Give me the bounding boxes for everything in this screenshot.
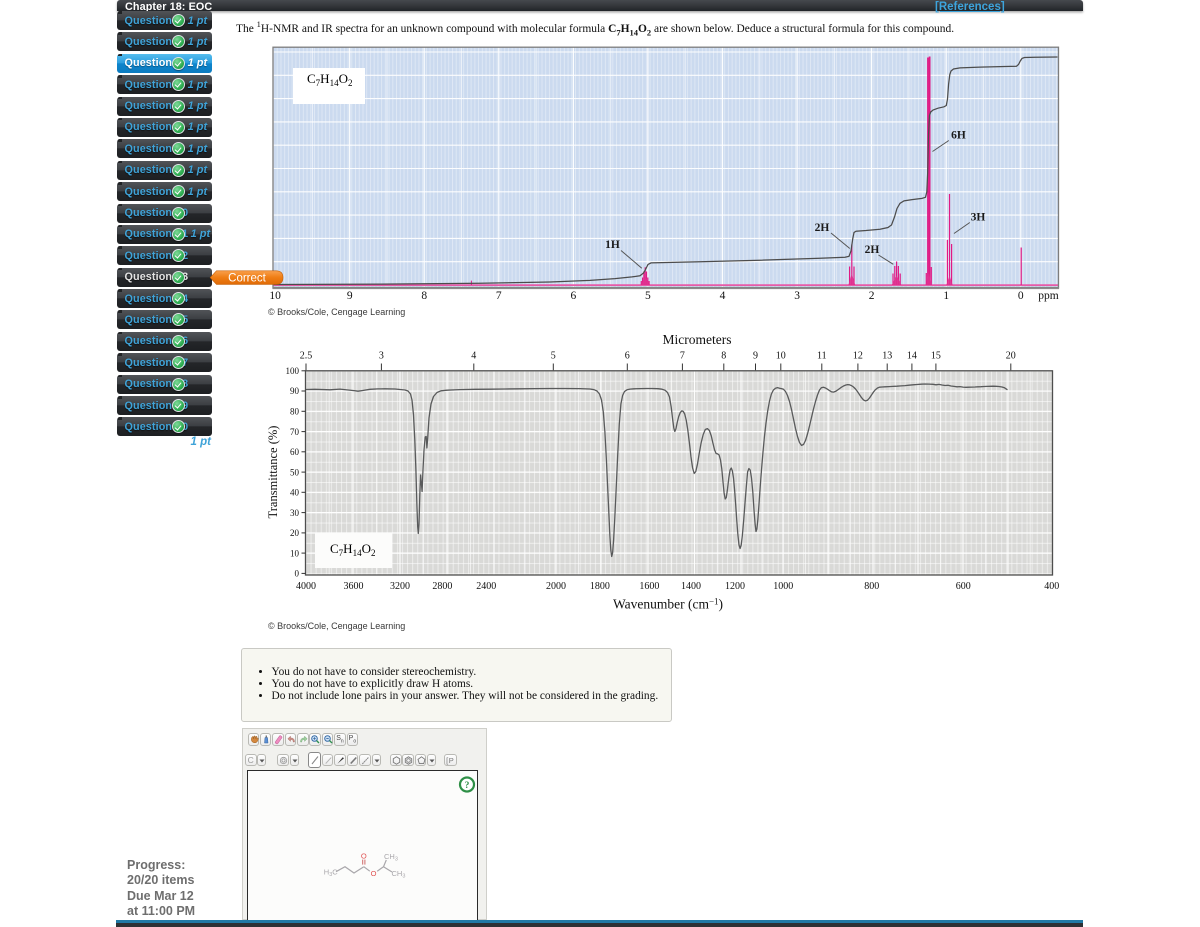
svg-text:3: 3 (379, 351, 384, 362)
svg-text:15: 15 (931, 351, 941, 362)
svg-text:CH3: CH3 (384, 852, 398, 863)
svg-text:2: 2 (869, 290, 875, 302)
svg-text:40: 40 (290, 488, 300, 498)
svg-text:0: 0 (295, 569, 300, 579)
svg-text:6: 6 (625, 351, 630, 362)
svg-text:30: 30 (290, 508, 300, 518)
svg-text:3: 3 (794, 290, 800, 302)
svg-text:Micrometers: Micrometers (663, 332, 732, 347)
svg-text:2400: 2400 (476, 581, 496, 592)
svg-text:1400: 1400 (681, 581, 701, 592)
svg-text:1800: 1800 (590, 581, 610, 592)
svg-text:H3C: H3C (324, 868, 338, 879)
svg-text:90: 90 (290, 386, 300, 396)
svg-text:14: 14 (907, 351, 917, 362)
svg-text:O: O (371, 869, 377, 878)
svg-text:800: 800 (864, 581, 879, 592)
svg-text:1H: 1H (605, 239, 620, 251)
svg-text:2H: 2H (865, 244, 880, 256)
svg-text:4: 4 (720, 290, 726, 302)
svg-text:2.5: 2.5 (300, 351, 313, 362)
svg-text:80: 80 (290, 407, 300, 417)
svg-text:70: 70 (290, 427, 300, 437)
svg-text:2800: 2800 (432, 581, 452, 592)
svg-text:4: 4 (471, 351, 476, 362)
svg-text:6: 6 (571, 290, 577, 302)
svg-text:5: 5 (551, 351, 556, 362)
svg-text:4000: 4000 (296, 581, 316, 592)
svg-text:6H: 6H (951, 130, 966, 142)
svg-text:2H: 2H (815, 222, 830, 234)
svg-text:1200: 1200 (725, 581, 745, 592)
svg-text:12: 12 (853, 351, 863, 362)
svg-text:100: 100 (286, 366, 300, 376)
svg-text:7: 7 (496, 290, 502, 302)
svg-text:10: 10 (290, 548, 300, 558)
svg-text:1000: 1000 (773, 581, 793, 592)
svg-text:?: ? (465, 781, 470, 791)
svg-text:Transmittance (%): Transmittance (%) (266, 426, 280, 519)
svg-text:10: 10 (269, 290, 281, 302)
svg-text:8: 8 (721, 351, 726, 362)
svg-text:3H: 3H (971, 212, 986, 224)
svg-text:50: 50 (290, 467, 300, 477)
svg-text:O: O (361, 852, 367, 861)
svg-text:Correct: Correct (228, 272, 267, 284)
svg-text:1: 1 (943, 290, 949, 302)
svg-text:60: 60 (290, 447, 300, 457)
svg-text:7: 7 (680, 351, 685, 362)
svg-text:20: 20 (290, 528, 300, 538)
svg-text:10: 10 (776, 351, 786, 362)
svg-text:5: 5 (645, 290, 651, 302)
svg-text:9: 9 (753, 351, 758, 362)
svg-text:3200: 3200 (390, 581, 410, 592)
svg-text:2000: 2000 (546, 581, 566, 592)
svg-text:3600: 3600 (344, 581, 364, 592)
svg-text:13: 13 (882, 351, 892, 362)
svg-text:400: 400 (1044, 581, 1059, 592)
svg-text:600: 600 (956, 581, 971, 592)
svg-text:0: 0 (1018, 290, 1024, 302)
svg-text:9: 9 (347, 290, 353, 302)
svg-text:8: 8 (421, 290, 427, 302)
svg-text:1600: 1600 (639, 581, 659, 592)
svg-text:11: 11 (817, 351, 827, 362)
svg-text:20: 20 (1006, 351, 1016, 362)
svg-text:CH3: CH3 (392, 869, 406, 880)
svg-text:ppm: ppm (1038, 290, 1059, 302)
svg-text:Wavenumber (cm−1): Wavenumber (cm−1) (613, 597, 723, 612)
